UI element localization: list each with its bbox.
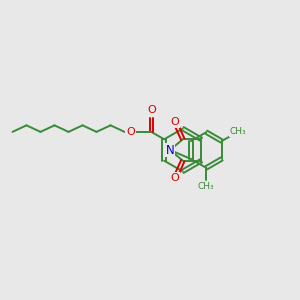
Text: N: N [166, 143, 174, 157]
Text: O: O [170, 173, 179, 183]
Text: O: O [126, 127, 135, 137]
Text: O: O [170, 117, 179, 127]
Text: CH₃: CH₃ [198, 182, 214, 191]
Text: O: O [147, 106, 156, 116]
Text: CH₃: CH₃ [230, 128, 246, 136]
